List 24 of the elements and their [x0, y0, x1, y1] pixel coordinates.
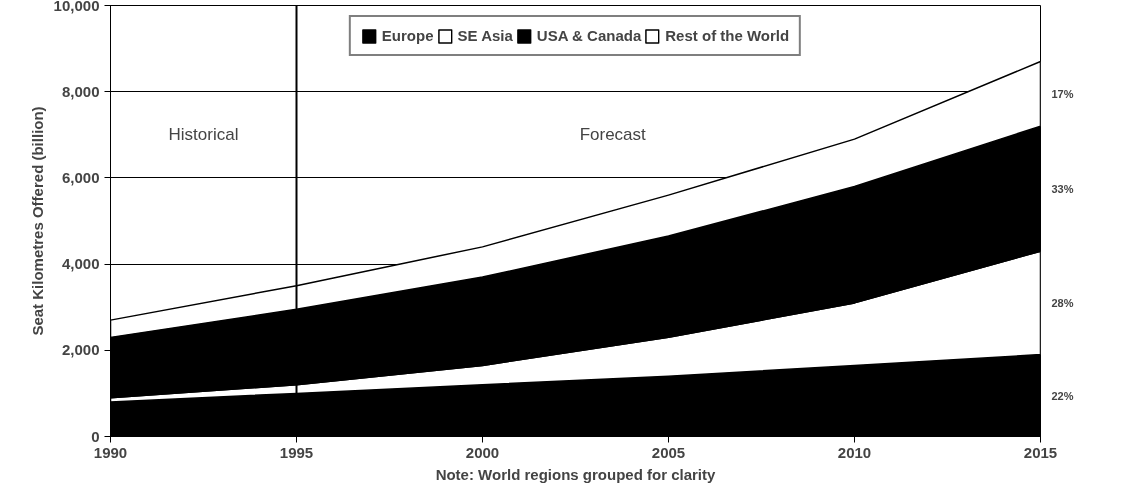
text: 28% [1051, 296, 1074, 309]
y-tick-label: 10,000 [53, 0, 100, 14]
text: 22% [1051, 389, 1074, 402]
y-axis-title: Seat Kilometres Offered (billion) [28, 106, 46, 336]
y-tick-label: 2,000 [61, 341, 100, 359]
y-tick-label: 6,000 [61, 168, 100, 186]
text: 33% [1051, 182, 1074, 195]
annotation: Historical [168, 125, 239, 145]
x-axis-title: Note: World regions grouped for clarity [435, 465, 717, 483]
x-tick-label: 2000 [465, 443, 500, 461]
y-tick-label: 0 [91, 427, 100, 445]
legend-label: SE Asia [457, 27, 513, 44]
legend-label: Rest of the World [665, 27, 790, 44]
legend-label: Europe [381, 27, 434, 44]
y-tick-label: 8,000 [61, 82, 100, 100]
x-tick-label: 1995 [279, 443, 314, 461]
legend-label: USA & Canada [536, 27, 642, 44]
x-tick-label: 2005 [651, 443, 686, 461]
x-tick-label: 2010 [837, 443, 872, 461]
x-tick-label: 1990 [93, 443, 128, 461]
y-tick-label: 4,000 [61, 255, 100, 273]
text: 17% [1051, 87, 1074, 100]
annotation: Forecast [579, 125, 647, 145]
x-tick-label: 2015 [1023, 443, 1058, 461]
